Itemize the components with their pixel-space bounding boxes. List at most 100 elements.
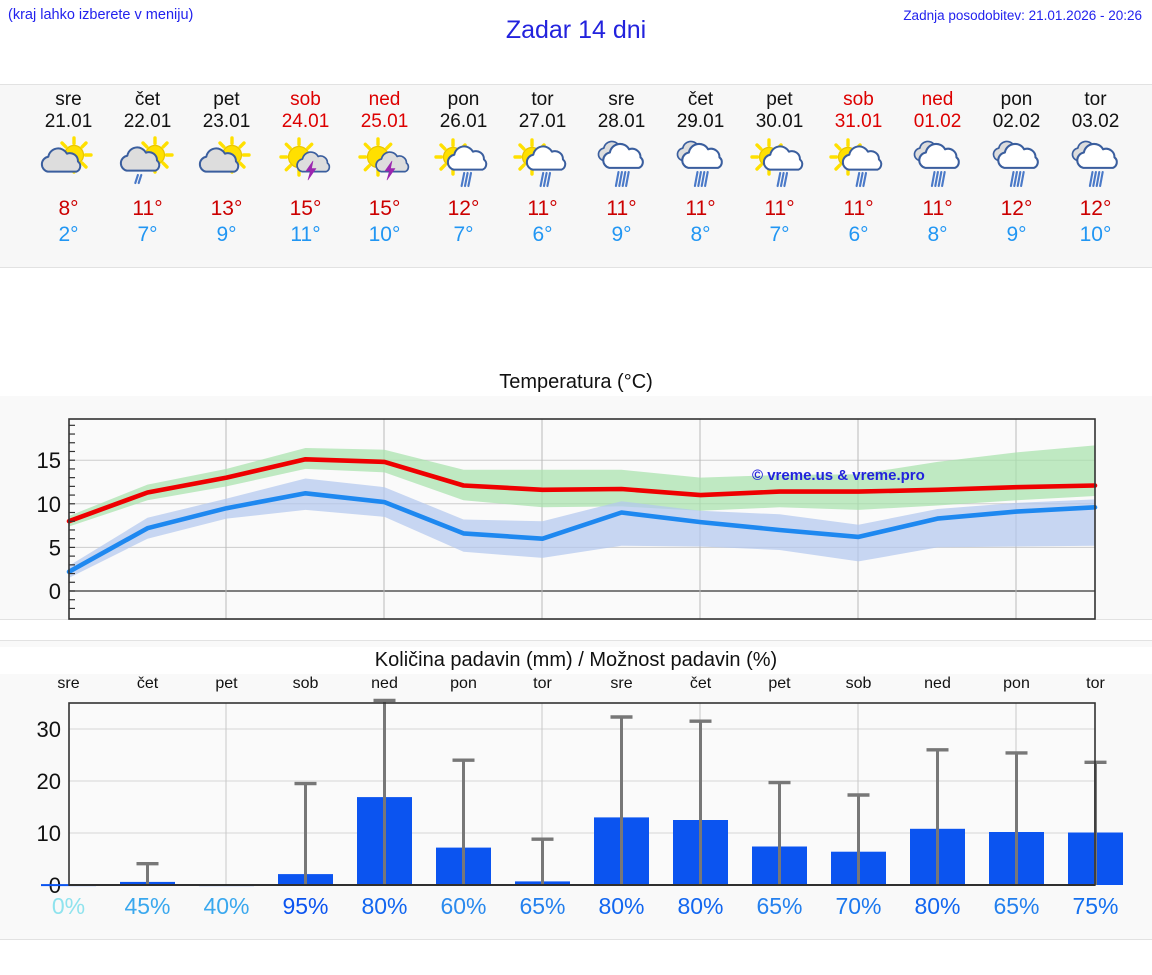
forecast-temp-min: 9°: [216, 223, 237, 246]
precip-probability-label: 0%: [51, 893, 86, 919]
forecast-day-column[interactable]: sre 21.01 8° 2°: [29, 85, 108, 269]
forecast-temp-min: 10°: [1079, 223, 1112, 246]
page-title: Zadar 14 dni: [505, 16, 647, 44]
forecast-temp-min: 7°: [769, 223, 790, 246]
cloud-rain-icon: [582, 133, 661, 195]
forecast-day-name: sob: [290, 89, 321, 110]
precip-day-label: pet: [768, 675, 791, 692]
precip-day-label: sob: [845, 675, 872, 692]
forecast-day-name: sre: [55, 89, 82, 110]
precip-day-label: ned: [924, 675, 951, 692]
precip-day-label: čet: [136, 675, 159, 692]
svg-text:15: 15: [37, 448, 61, 473]
forecast-temp-min: 7°: [137, 223, 158, 246]
precip-probability-label: 45%: [124, 893, 171, 919]
forecast-day-name: čet: [134, 89, 161, 110]
forecast-day-name: tor: [531, 89, 554, 110]
forecast-day-column[interactable]: čet 29.01 11° 8°: [661, 85, 740, 269]
forecast-day-date: 25.01: [360, 111, 409, 132]
precip-day-label: tor: [1086, 675, 1105, 692]
precipitation-chart-title: Količina padavin (mm) / Možnost padavin …: [0, 647, 1152, 674]
forecast-day-column[interactable]: pet 30.01 11° 7°: [740, 85, 819, 269]
precip-probability-label: 75%: [1072, 893, 1119, 919]
precip-probability-label: 70%: [835, 893, 882, 919]
svg-text:30: 30: [37, 717, 61, 742]
sun-cloud-icon: [187, 133, 266, 195]
copyright-watermark: © vreme.us & vreme.pro: [752, 467, 925, 484]
sun-cloud-rain-icon: [740, 133, 819, 195]
precip-probability-label: 40%: [203, 893, 250, 919]
forecast-day-date: 22.01: [123, 111, 172, 132]
forecast-day-date: 29.01: [676, 111, 725, 132]
forecast-temp-min: 9°: [611, 223, 632, 246]
forecast-day-column[interactable]: pon 02.02 12° 9°: [977, 85, 1056, 269]
forecast-day-column[interactable]: tor 27.01 11° 6°: [503, 85, 582, 269]
precip-probability-label: 80%: [914, 893, 961, 919]
precipitation-chart-panel: Količina padavin (mm) / Možnost padavin …: [0, 640, 1152, 940]
forecast-day-name: pet: [213, 89, 240, 110]
forecast-day-name: čet: [687, 89, 714, 110]
forecast-temp-max: 11°: [132, 197, 163, 220]
forecast-day-date: 23.01: [202, 111, 251, 132]
forecast-temp-max: 12°: [1000, 197, 1033, 220]
forecast-temp-min: 11°: [290, 223, 321, 246]
forecast-temp-max: 11°: [606, 197, 637, 220]
sun-cloud-rain-icon: [819, 133, 898, 195]
forecast-temp-max: 11°: [764, 197, 795, 220]
forecast-day-column[interactable]: pon 26.01 12° 7°: [424, 85, 503, 269]
forecast-day-column[interactable]: pet 23.01 13° 9°: [187, 85, 266, 269]
precip-probability-label: 65%: [993, 893, 1040, 919]
forecast-day-date: 24.01: [281, 111, 330, 132]
forecast-temp-min: 6°: [532, 223, 553, 246]
forecast-day-column[interactable]: ned 01.02 11° 8°: [898, 85, 977, 269]
forecast-temp-max: 15°: [368, 197, 401, 220]
forecast-day-name: ned: [368, 89, 401, 110]
forecast-day-column[interactable]: tor 03.02 12° 10°: [1056, 85, 1135, 269]
cloud-rain-icon: [898, 133, 977, 195]
precip-day-label: sre: [57, 675, 80, 692]
forecast-day-name: ned: [921, 89, 954, 110]
precip-day-label: čet: [689, 675, 712, 692]
forecast-day-column[interactable]: sob 24.01 15° 11°: [266, 85, 345, 269]
forecast-day-name: sre: [608, 89, 635, 110]
forecast-temp-min: 9°: [1006, 223, 1027, 246]
last-updated-label: Zadnja posodobitev: 21.01.2026 - 20:26: [903, 8, 1142, 23]
precip-day-label: ned: [371, 675, 398, 692]
forecast-day-name: pon: [1000, 89, 1033, 110]
forecast-day-column[interactable]: čet 22.01 11° 7°: [108, 85, 187, 269]
forecast-temp-max: 11°: [527, 197, 558, 220]
forecast-day-date: 01.02: [913, 111, 962, 132]
forecast-temp-max: 11°: [843, 197, 874, 220]
svg-text:0: 0: [49, 579, 61, 604]
temperature-chart-panel: Temperatura (°C) 0 5 10 15: [0, 369, 1152, 620]
precip-day-label: sre: [610, 675, 633, 692]
precip-probability-label: 80%: [677, 893, 724, 919]
forecast-day-date: 30.01: [755, 111, 804, 132]
precip-probability-label: 60%: [440, 893, 487, 919]
forecast-day-name: pon: [447, 89, 480, 110]
forecast-day-name: tor: [1084, 89, 1107, 110]
svg-text:5: 5: [49, 535, 61, 560]
menu-note: (kraj lahko izberete v meniju): [8, 7, 194, 23]
forecast-day-date: 28.01: [597, 111, 646, 132]
precip-probability-label: 95%: [282, 893, 329, 919]
precip-day-label: sob: [292, 675, 319, 692]
top-bar: (kraj lahko izberete v meniju) Zadar 14 …: [0, 0, 1152, 52]
forecast-day-date: 02.02: [992, 111, 1041, 132]
forecast-day-column[interactable]: sob 31.01 11° 6°: [819, 85, 898, 269]
temperature-chart: 0 5 10 15: [37, 418, 1098, 620]
forecast-day-name: sob: [843, 89, 874, 110]
forecast-day-column[interactable]: sre 28.01 11° 9°: [582, 85, 661, 269]
precip-probability-label: 65%: [519, 893, 566, 919]
cloud-rain-icon: [977, 133, 1056, 195]
forecast-day-column[interactable]: ned 25.01 15° 10°: [345, 85, 424, 269]
forecast-temp-min: 2°: [58, 223, 79, 246]
precip-probability-label: 65%: [756, 893, 803, 919]
forecast-temp-max: 12°: [1079, 197, 1112, 220]
daily-forecast-strip: sre 21.01 8° 2° čet 22.01 11° 7° pet 23.01 13° 9…: [0, 84, 1152, 268]
forecast-temp-max: 15°: [289, 197, 322, 220]
cloud-rain-icon: [1056, 133, 1135, 195]
forecast-temp-min: 6°: [848, 223, 869, 246]
precip-probability-label: 80%: [598, 893, 645, 919]
